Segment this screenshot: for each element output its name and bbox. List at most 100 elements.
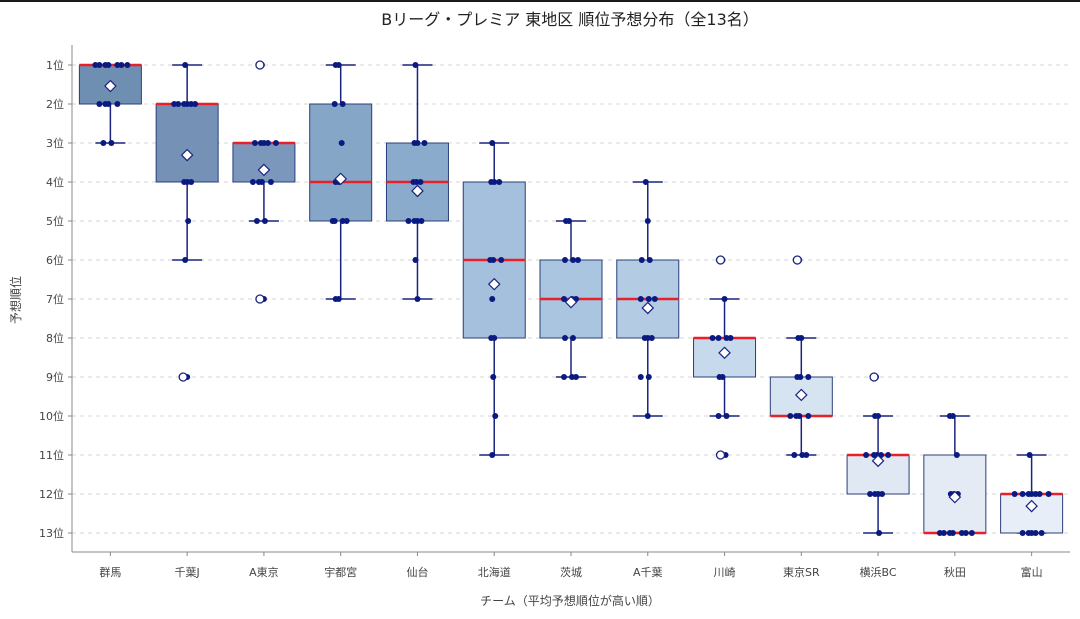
data-point <box>489 452 496 458</box>
top-border <box>0 0 1080 2</box>
data-point <box>1032 530 1039 536</box>
data-point <box>563 218 569 224</box>
box-group <box>693 255 757 460</box>
data-point <box>181 101 188 107</box>
data-point <box>637 296 644 302</box>
x-tick-label: 東京SR <box>783 565 820 579</box>
data-point <box>118 62 125 68</box>
data-point <box>561 374 567 380</box>
outlier-marker <box>178 372 188 382</box>
data-point <box>261 218 268 224</box>
y-tick-label: 13位 <box>39 526 64 540</box>
data-point <box>953 452 960 458</box>
data-point <box>1045 491 1052 497</box>
data-point <box>871 452 878 458</box>
data-point <box>561 296 567 302</box>
data-point <box>412 257 419 263</box>
data-point <box>787 413 794 419</box>
box-group <box>78 62 142 146</box>
data-point <box>108 140 115 146</box>
data-point <box>188 179 195 185</box>
y-tick-label: 7位 <box>46 292 64 306</box>
data-point <box>102 101 109 107</box>
y-tick-label: 10位 <box>39 409 64 423</box>
mean-marker <box>794 388 808 402</box>
data-point <box>102 62 109 68</box>
y-tick-label: 4位 <box>46 175 64 189</box>
box-group <box>309 62 373 302</box>
data-point <box>645 296 652 302</box>
data-point <box>171 101 178 107</box>
mean-marker <box>948 490 962 504</box>
data-point <box>410 179 417 185</box>
data-point <box>492 413 499 419</box>
data-point <box>562 335 568 341</box>
mean-marker <box>564 295 578 309</box>
data-point <box>570 257 576 263</box>
data-point <box>721 296 728 302</box>
mean-marker <box>257 163 271 177</box>
box-group <box>155 62 219 382</box>
data-point <box>339 101 346 107</box>
data-point <box>331 101 338 107</box>
data-point <box>644 413 651 419</box>
y-tick-label: 12位 <box>39 487 64 501</box>
data-point <box>414 296 421 302</box>
x-axis-label: チーム（平均予想順位が高い順） <box>480 593 660 608</box>
data-point <box>343 218 350 224</box>
data-point <box>709 335 716 341</box>
box <box>155 103 219 183</box>
data-point <box>885 452 892 458</box>
outlier-marker <box>792 255 802 265</box>
data-point <box>411 218 418 224</box>
data-point <box>637 374 644 380</box>
mean-marker <box>871 454 885 468</box>
data-point <box>421 140 428 146</box>
data-point <box>795 335 802 341</box>
mean-marker <box>641 301 655 315</box>
y-tick-label: 8位 <box>46 331 64 345</box>
x-tick-label: 宇都宮 <box>324 565 357 579</box>
data-point <box>332 296 339 302</box>
data-point <box>641 335 648 341</box>
data-point <box>488 335 495 341</box>
mean-marker <box>718 346 731 360</box>
data-point <box>417 179 424 185</box>
data-point <box>646 257 653 263</box>
data-point <box>962 530 969 536</box>
box-group <box>385 62 449 302</box>
data-point <box>418 218 425 224</box>
data-point <box>1026 452 1033 458</box>
box-group <box>232 60 296 304</box>
box-group <box>923 413 987 536</box>
plot-area <box>78 60 1064 536</box>
data-point <box>876 530 883 536</box>
data-point <box>723 413 730 419</box>
y-tick-label: 1位 <box>46 58 64 72</box>
data-point <box>1038 530 1045 536</box>
data-point <box>644 218 651 224</box>
data-point <box>490 374 497 380</box>
data-point <box>255 179 262 185</box>
data-point <box>794 374 801 380</box>
box-group <box>769 255 833 458</box>
outlier-marker <box>869 372 879 382</box>
data-point <box>805 413 812 419</box>
data-point <box>412 62 419 68</box>
x-tick-label: 仙台 <box>406 565 428 579</box>
data-point <box>645 374 652 380</box>
data-point <box>488 179 495 185</box>
data-point <box>638 257 645 263</box>
data-point <box>192 101 199 107</box>
data-point <box>872 491 879 497</box>
x-tick-label: A千葉 <box>633 565 663 579</box>
data-point <box>249 179 256 185</box>
data-point <box>181 179 188 185</box>
x-tick-label: 茨城 <box>560 565 582 579</box>
data-point <box>489 140 496 146</box>
box-group <box>539 218 603 380</box>
x-tick-label: 千葉J <box>175 565 200 579</box>
mean-marker <box>334 172 348 186</box>
data-point <box>803 452 810 458</box>
